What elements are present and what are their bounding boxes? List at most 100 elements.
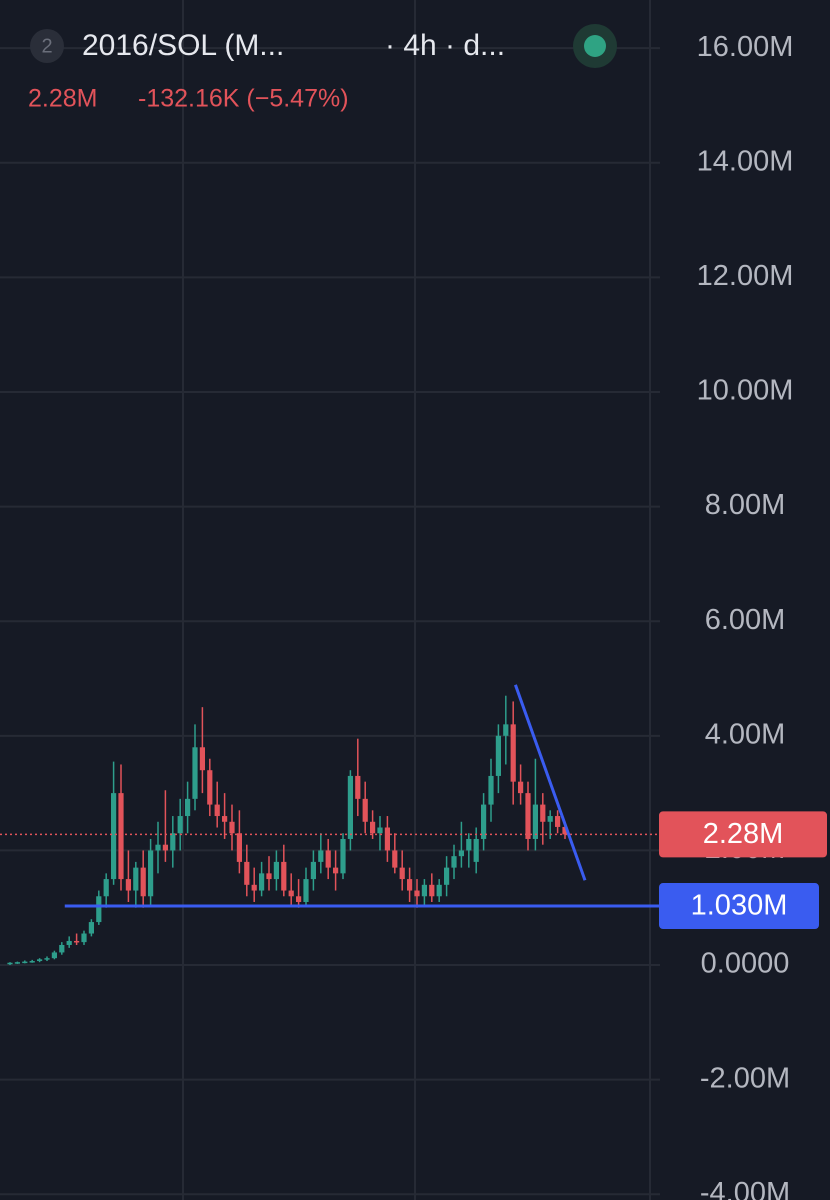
badge bbox=[30, 29, 64, 63]
candle-body bbox=[436, 884, 442, 897]
y-tick-label: 10.00M bbox=[697, 375, 794, 407]
symbol[interactable]: 2016/SOL (M... bbox=[82, 29, 284, 62]
candle-body bbox=[458, 850, 464, 857]
candle-body bbox=[555, 816, 561, 827]
support-label-box bbox=[659, 883, 819, 930]
candle-body bbox=[325, 850, 331, 868]
candle-body bbox=[236, 833, 242, 862]
support-label: 1.030M bbox=[691, 890, 788, 922]
candle-body bbox=[88, 922, 94, 934]
candle-body bbox=[140, 867, 146, 897]
candle-body bbox=[377, 827, 383, 834]
candle-body bbox=[370, 821, 376, 834]
candle-body bbox=[81, 933, 87, 943]
status-dot bbox=[584, 35, 606, 57]
trendline bbox=[514, 684, 587, 881]
price-labels: 2.28M 1.030M bbox=[659, 811, 827, 930]
candle-body bbox=[296, 896, 302, 903]
candle-body bbox=[37, 959, 43, 962]
interval[interactable]: · 4h · d... bbox=[385, 29, 505, 62]
candle-body bbox=[488, 775, 494, 805]
candle-body bbox=[466, 838, 472, 851]
y-tick-label: 14.00M bbox=[697, 145, 794, 177]
price-label: 2.28M bbox=[703, 818, 784, 850]
candle-body bbox=[347, 775, 353, 839]
y-tick-label: -2.00M bbox=[700, 1062, 790, 1094]
plot bbox=[0, 684, 660, 966]
candle-body bbox=[44, 958, 50, 960]
candle-body bbox=[421, 884, 427, 897]
candle-body bbox=[148, 850, 154, 897]
candle-body bbox=[532, 804, 538, 839]
candle-body bbox=[185, 798, 191, 817]
candle-body bbox=[547, 816, 553, 822]
candle-body bbox=[192, 747, 198, 799]
y-tick-label: 16.00M bbox=[697, 31, 794, 63]
candle-body bbox=[222, 816, 228, 822]
y-tick-label: 8.00M bbox=[705, 489, 786, 521]
candle-body bbox=[251, 884, 257, 891]
candle-body bbox=[170, 833, 176, 851]
candle-body bbox=[29, 961, 35, 963]
candle-body bbox=[229, 821, 235, 834]
last-price: 2.28M bbox=[28, 85, 97, 113]
candle-body bbox=[155, 844, 161, 851]
candle-body bbox=[407, 879, 413, 891]
candle-body bbox=[429, 884, 435, 897]
candle-body bbox=[451, 856, 457, 868]
candle-body bbox=[518, 781, 524, 794]
y-tick-label: 4.00M bbox=[705, 718, 786, 750]
candle-body bbox=[74, 940, 80, 943]
candle-body bbox=[473, 838, 479, 862]
candle-body bbox=[111, 793, 117, 880]
y-tick-label: 6.00M bbox=[705, 604, 786, 636]
candle-body bbox=[207, 770, 213, 805]
candle-body bbox=[503, 724, 509, 736]
candle-body bbox=[333, 867, 339, 874]
candle-body bbox=[414, 890, 420, 897]
candle-body bbox=[481, 804, 487, 839]
candle-body bbox=[318, 850, 324, 862]
candle-body bbox=[133, 867, 139, 891]
candle-body bbox=[162, 844, 168, 851]
candle-body bbox=[22, 961, 28, 964]
header: 2 2016/SOL (M... · 4h · d... 2.28M -132.… bbox=[28, 24, 617, 113]
candle-body bbox=[96, 896, 102, 923]
candle-body bbox=[199, 747, 205, 771]
candle-body bbox=[399, 867, 405, 880]
candle-body bbox=[362, 798, 368, 822]
y-tick-label: -4.00M bbox=[700, 1177, 790, 1200]
candle-body bbox=[303, 879, 309, 903]
candle-body bbox=[103, 879, 109, 897]
candle-body bbox=[177, 816, 183, 834]
candle-body bbox=[118, 793, 124, 880]
y-tick-label: 12.00M bbox=[697, 260, 794, 292]
candle-body bbox=[244, 861, 250, 885]
candle-body bbox=[14, 962, 20, 964]
candle-body bbox=[444, 867, 450, 885]
candle-body bbox=[273, 861, 279, 880]
candle-body bbox=[510, 724, 516, 782]
candle-body bbox=[51, 952, 57, 959]
candle-body bbox=[281, 861, 287, 891]
candle-body bbox=[495, 735, 501, 776]
candle-body bbox=[288, 890, 294, 897]
candle-body bbox=[392, 850, 398, 868]
y-tick-label: 0.0000 bbox=[701, 948, 790, 980]
candle-body bbox=[310, 861, 316, 880]
candle-body bbox=[125, 879, 131, 891]
price-change: -132.16K (−5.47%) bbox=[138, 85, 349, 113]
candle-body bbox=[540, 804, 546, 822]
candle-body bbox=[525, 793, 531, 839]
candle-body bbox=[66, 940, 72, 945]
candle-body bbox=[259, 873, 265, 891]
price-label-box bbox=[659, 811, 827, 858]
candle-body bbox=[355, 775, 361, 799]
candle-body bbox=[266, 873, 272, 880]
candle-body bbox=[59, 944, 65, 953]
candle-body bbox=[384, 827, 390, 851]
badge-text: 2 bbox=[41, 35, 52, 57]
candle-body bbox=[214, 804, 220, 817]
